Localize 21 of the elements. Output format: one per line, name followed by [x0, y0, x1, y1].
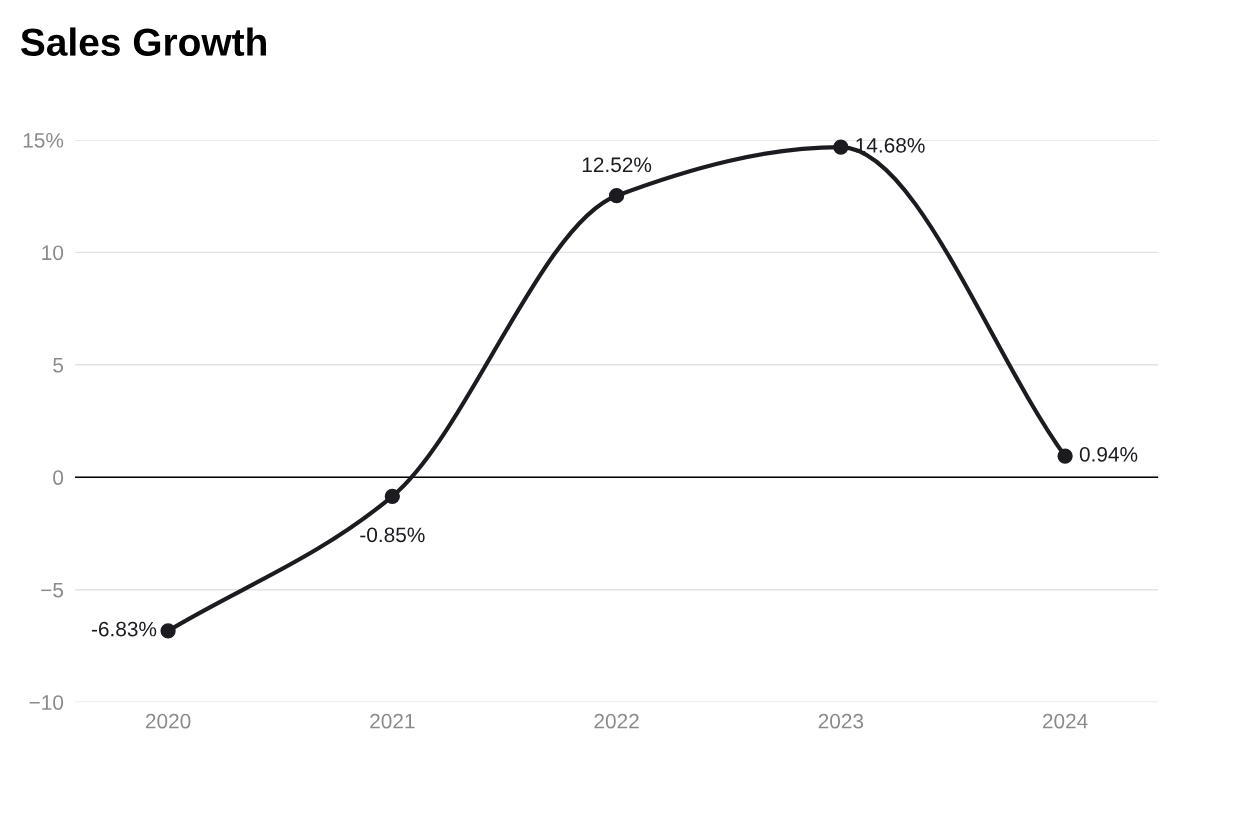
x-tick-label: 2024 [1042, 713, 1088, 729]
x-tick-label: 2021 [370, 713, 415, 729]
point [608, 188, 625, 204]
data-label: -0.85% [360, 527, 425, 543]
x-tick-label: 2020 [145, 713, 191, 729]
y-tick-label: 10 [42, 245, 64, 261]
y-tick-label: −10 [29, 695, 64, 710]
y-tick-label: 0 [53, 470, 64, 486]
data-label: 12.52% [582, 157, 652, 173]
point [384, 488, 400, 505]
point [833, 139, 849, 155]
data-label: 0.94% [1079, 446, 1138, 462]
x-tick-label: 2022 [594, 713, 639, 729]
y-tick-label: 15% [23, 133, 64, 148]
chart-title: Sales Growth [20, 27, 266, 56]
point [160, 623, 176, 639]
point [1057, 448, 1073, 464]
data-label: -6.83% [91, 621, 157, 637]
x-tick-label: 2023 [818, 713, 864, 729]
y-tick-label: −5 [41, 582, 64, 598]
y-tick-label: 5 [53, 358, 64, 373]
